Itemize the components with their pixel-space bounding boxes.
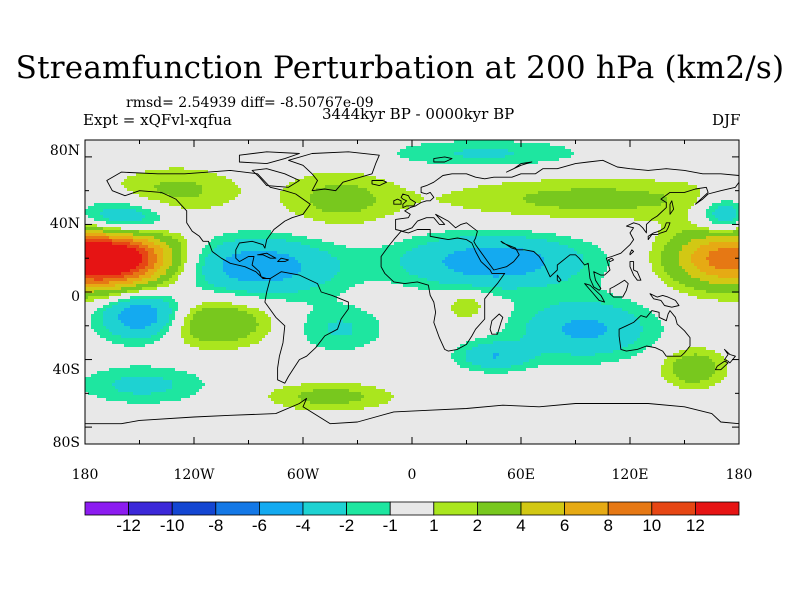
coastline-nz-south <box>714 360 729 371</box>
coastline-borneo <box>609 279 629 298</box>
season-label: DJF <box>712 111 741 129</box>
coastline-japan <box>647 222 671 241</box>
experiment-label: Expt = xQFvl-xqfua <box>83 111 232 129</box>
coastline-south-america <box>264 271 349 384</box>
coastline-new-guinea <box>649 293 680 308</box>
colorbar-label: -10 <box>159 516 185 535</box>
colorbar-label: 1 <box>429 516 439 535</box>
period-label: 3444kyr BP - 0000kyr BP <box>322 105 515 123</box>
lon-label-120w: 120W <box>173 467 215 483</box>
lat-label-40n: 40N <box>49 216 80 232</box>
lon-label-0: 0 <box>407 467 417 483</box>
colorbar-label: 12 <box>685 516 705 535</box>
coastline-hispaniola <box>277 257 289 263</box>
colorbar-label: -4 <box>295 516 311 535</box>
coastline-philippines <box>629 261 642 281</box>
coastline-greenland <box>288 151 380 192</box>
coastline-uk <box>400 193 417 209</box>
lat-label-0: 0 <box>71 289 80 305</box>
axis-ticks <box>84 140 740 444</box>
coastline-cuba <box>257 252 277 259</box>
colorbar-label: 6 <box>559 516 570 535</box>
coastline-australia <box>618 310 691 357</box>
lat-label-40s: 40S <box>52 362 80 378</box>
coastline-eurasia <box>395 159 740 291</box>
lon-label-120e: 120E <box>611 467 649 483</box>
plot-title: Streamfunction Perturbation at 200 hPa (… <box>15 50 785 86</box>
coastline-hainan <box>607 257 615 263</box>
colorbar-label: -2 <box>339 516 355 535</box>
colorbar-label: -6 <box>251 516 267 535</box>
coastline-ellesmere <box>238 151 300 165</box>
colorbar-label: -8 <box>208 516 224 535</box>
coastline-novaya-zemlya <box>506 161 533 173</box>
coastline-svalbard <box>433 156 453 163</box>
colorbar-label: -1 <box>382 516 398 535</box>
coastline-ireland <box>393 198 402 205</box>
coastline-africa <box>380 229 506 352</box>
coastline-sri-lanka <box>556 274 562 283</box>
lon-label-180w: 180 <box>71 467 99 483</box>
coastline-new-zealand <box>724 348 736 364</box>
lon-label-180e: 180 <box>725 467 753 483</box>
coastlines <box>85 151 740 425</box>
coastline-baffin <box>251 168 300 188</box>
coastline-madagascar <box>489 313 504 335</box>
colorbar-label: 10 <box>642 516 662 535</box>
colorbar-label: 2 <box>472 516 483 535</box>
coastline-north-america <box>106 169 311 279</box>
coastline-sumatra <box>584 283 606 303</box>
colorbar-label: -12 <box>116 516 141 535</box>
lon-label-60e: 60E <box>506 467 536 483</box>
coastline-taiwan <box>629 249 635 256</box>
lat-label-80s: 80S <box>52 435 80 451</box>
coastline-iceland <box>371 180 388 187</box>
colorbar-label: 8 <box>603 516 613 535</box>
rmsd-stats: rmsd= 2.54939 diff= -8.50767e-09 <box>126 95 374 111</box>
streamfunction-field <box>85 140 739 444</box>
lon-label-60w: 60W <box>286 467 320 483</box>
lat-label-80n: 80N <box>49 143 80 159</box>
coastline-sakhalin <box>669 200 675 215</box>
colorbar-label: 4 <box>516 516 526 535</box>
coastline-antarctica-edge <box>85 397 740 425</box>
